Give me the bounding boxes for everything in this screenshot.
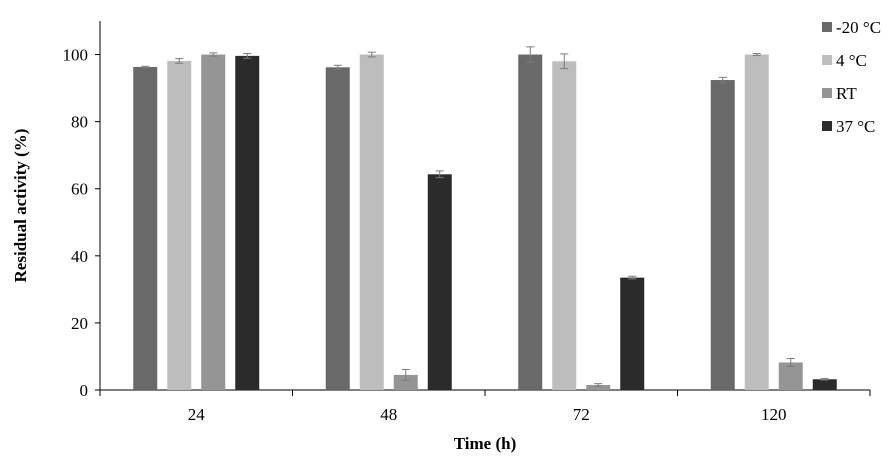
bar (552, 61, 577, 390)
y-tick-label: 100 (63, 46, 89, 65)
legend-swatch (822, 121, 832, 131)
legend-item: RT (822, 84, 857, 103)
legend-item: 4 °C (822, 51, 867, 70)
bar (235, 55, 260, 391)
legend-item: -20 °C (822, 18, 881, 37)
y-tick-label: 40 (71, 247, 88, 266)
bar (812, 379, 837, 390)
y-tick-label: 20 (71, 314, 88, 333)
bar (325, 67, 350, 390)
legend-swatch (822, 88, 832, 98)
bar (393, 374, 418, 390)
bar (586, 384, 611, 390)
legend-item: 37 °C (822, 117, 875, 136)
error-bar (786, 357, 795, 368)
error-bar (526, 46, 535, 63)
error-bar (209, 52, 218, 57)
error-bar (752, 53, 761, 57)
y-tick-label: 0 (80, 381, 89, 400)
error-bar (401, 369, 410, 381)
legend-swatch (822, 55, 832, 65)
y-axis-label: Residual activity (%) (11, 129, 30, 283)
x-tick-label: 72 (573, 405, 590, 424)
error-bar (560, 53, 569, 70)
y-tick-label: 80 (71, 113, 88, 132)
bar (518, 54, 543, 390)
bar (710, 80, 735, 390)
bar (133, 66, 158, 390)
bar (167, 60, 192, 390)
x-tick-label: 24 (188, 405, 206, 424)
x-tick-label: 48 (380, 405, 397, 424)
error-bar (333, 64, 342, 70)
legend-label: 4 °C (836, 51, 867, 70)
bar (359, 54, 384, 390)
legend-label: RT (836, 84, 857, 103)
legend-swatch (822, 22, 832, 32)
error-bar (628, 275, 637, 280)
legend-label: 37 °C (836, 117, 875, 136)
error-bar (718, 76, 727, 84)
bar (427, 174, 452, 390)
error-bar (367, 51, 376, 58)
error-bar (141, 65, 150, 69)
x-axis-label: Time (h) (454, 434, 517, 453)
y-tick-label: 60 (71, 180, 88, 199)
y-axis: 0 20 40 60 80 100 (63, 21, 101, 400)
legend-label: -20 °C (836, 18, 881, 37)
bar (778, 362, 803, 390)
error-bars (141, 46, 829, 387)
x-tick-label: 120 (761, 405, 787, 424)
bar (201, 54, 226, 390)
x-axis: 24 48 72 120 (99, 389, 871, 424)
error-bar (435, 170, 444, 179)
bar (620, 277, 645, 390)
error-bar (820, 378, 829, 381)
legend: -20 °C 4 °C RT 37 °C (822, 18, 881, 136)
bars (133, 54, 837, 391)
bar (744, 54, 769, 390)
error-bar (243, 53, 252, 59)
error-bar (594, 383, 603, 387)
error-bar (175, 58, 184, 64)
